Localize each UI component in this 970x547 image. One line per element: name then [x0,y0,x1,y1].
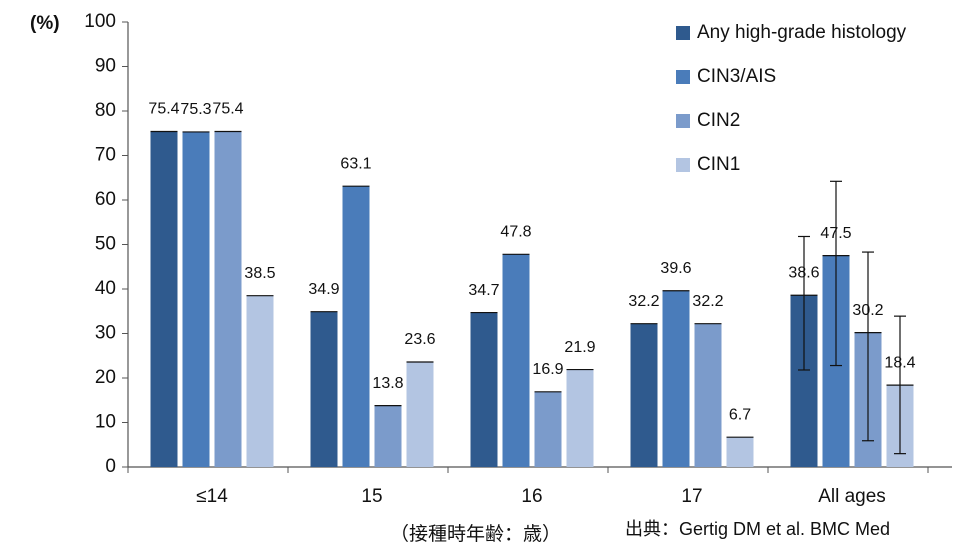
bar [374,405,402,467]
data-label: 47.8 [500,224,531,241]
y-axis-label: (%) [30,13,60,34]
bar [534,391,562,467]
bar [214,131,242,467]
data-label: 34.7 [468,282,499,299]
legend-swatch [676,70,690,84]
data-label: 34.9 [308,281,339,298]
bar [662,290,690,467]
data-label: 39.6 [660,260,691,277]
bar [566,369,594,467]
data-label: 6.7 [729,406,751,423]
x-tick-label: 16 [521,486,542,507]
legend-label: CIN2 [697,110,740,131]
y-tick-label: 80 [95,100,116,121]
data-label: 23.6 [404,331,435,348]
data-label: 30.2 [852,302,883,319]
data-label: 75.4 [212,101,243,118]
bar [182,131,210,468]
data-label: 75.3 [180,101,211,118]
bar [310,311,338,467]
data-label: 38.5 [244,265,275,282]
x-tick-label: 15 [361,486,382,507]
x-tick-label: ≤14 [196,486,228,507]
x-axis-label: （接種時年齢：歳） [390,523,561,545]
data-label: 21.9 [564,339,595,356]
y-tick-label: 90 [95,56,116,77]
data-label: 63.1 [340,155,371,172]
legend-label: CIN3/AIS [697,66,776,87]
x-tick-label: 17 [681,486,702,507]
y-tick-label: 0 [105,456,116,477]
y-tick-label: 50 [95,234,116,255]
data-label: 16.9 [532,361,563,378]
bar [726,437,754,467]
data-label: 32.2 [628,293,659,310]
legend-swatch [676,114,690,128]
bar [630,323,658,467]
bar [406,361,434,467]
bar [150,131,178,467]
bar [246,295,274,467]
data-label: 18.4 [884,354,915,371]
bar [502,254,530,467]
y-tick-label: 60 [95,189,116,210]
y-tick-label: 40 [95,278,116,299]
y-tick-label: 10 [95,412,116,433]
data-label: 13.8 [372,375,403,392]
bar [470,312,498,467]
legend-label: Any high-grade histology [697,22,907,43]
data-label: 47.5 [820,225,851,242]
data-label: 32.2 [692,293,723,310]
data-label: 38.6 [788,264,819,281]
data-label: 75.4 [148,101,179,118]
legend-label: CIN1 [697,154,740,175]
y-tick-label: 70 [95,145,116,166]
y-tick-label: 20 [95,367,116,388]
y-tick-label: 30 [95,323,116,344]
legend-swatch [676,26,690,40]
source-note: 出典：Gertig DM et al. BMC Med [625,519,890,539]
bar [342,186,370,467]
legend-swatch [676,158,690,172]
bar [694,323,722,467]
y-tick-label: 100 [84,11,116,32]
x-tick-label: All ages [818,486,886,507]
